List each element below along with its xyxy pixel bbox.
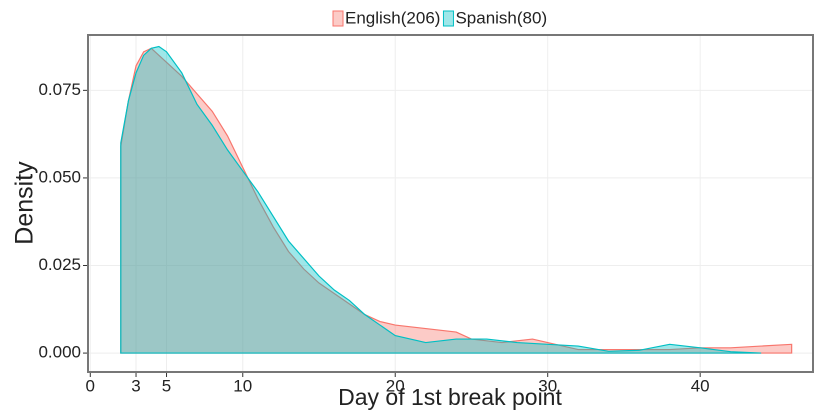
y-axis-label: Density — [11, 161, 39, 245]
x-axis-label: Day of 1st break point — [338, 384, 562, 410]
y-tick-label: 0.025 — [38, 255, 81, 274]
legend-label: Spanish(80) — [455, 8, 547, 27]
legend-label: English(206) — [345, 8, 440, 27]
plot-border — [87, 34, 814, 373]
x-tick-label: 5 — [162, 376, 171, 395]
x-tick-label: 10 — [233, 376, 252, 395]
x-tick-label: 40 — [691, 376, 710, 395]
x-tick-label: 20 — [386, 376, 405, 395]
y-tick-label: 0.075 — [38, 80, 81, 99]
x-tick-label: 3 — [131, 376, 140, 395]
density-area — [120, 47, 793, 354]
density-area — [120, 45, 762, 354]
legend-swatch — [332, 10, 344, 27]
plot-background — [88, 35, 813, 372]
x-tick-label: 0 — [86, 376, 95, 395]
legend-swatch — [442, 10, 454, 27]
y-tick-label: 0.000 — [38, 343, 81, 362]
y-tick-label: 0.050 — [38, 167, 81, 186]
x-tick-label: 30 — [538, 376, 557, 395]
